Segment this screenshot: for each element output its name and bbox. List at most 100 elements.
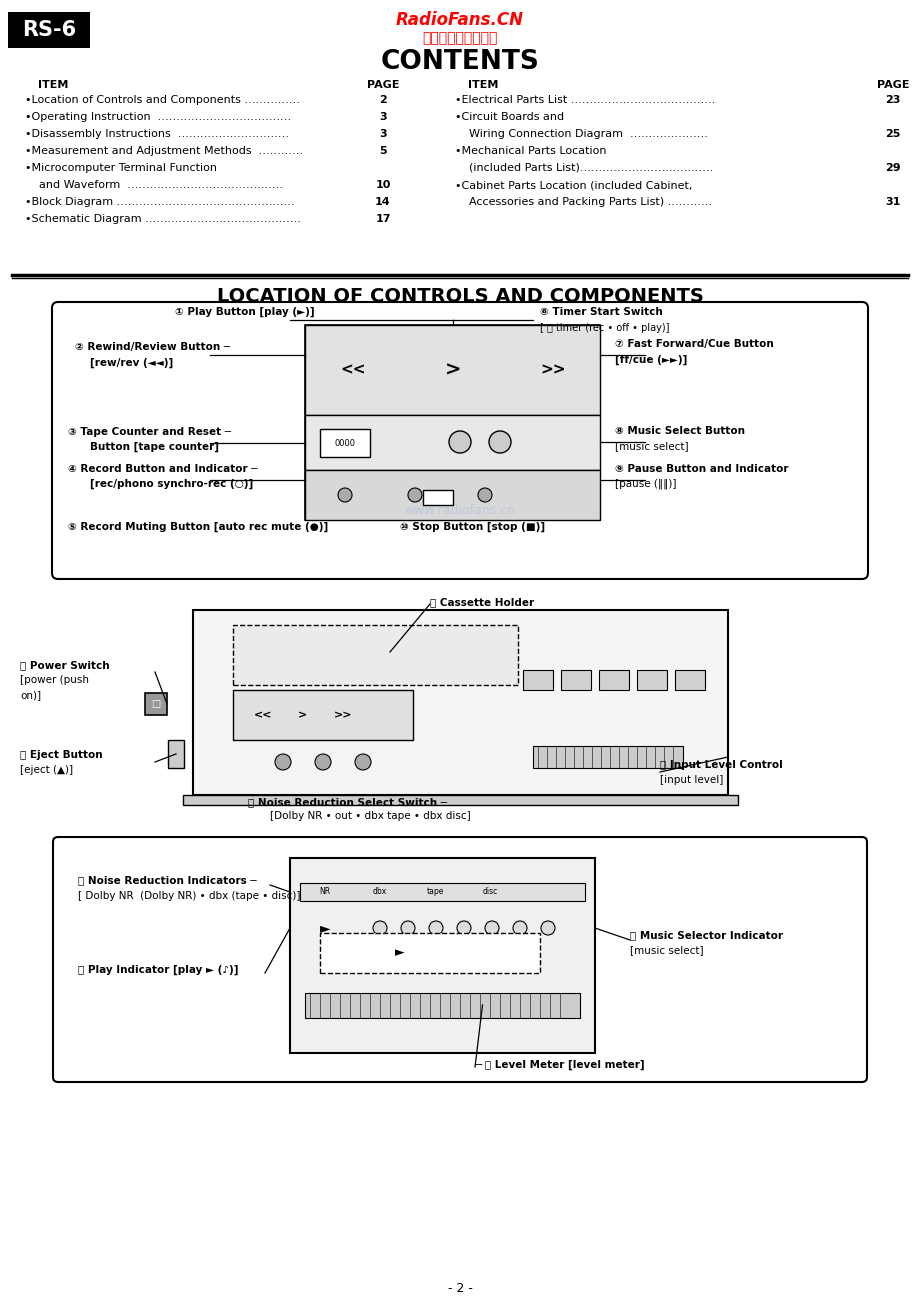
Text: 31: 31: [884, 198, 900, 207]
Text: PAGE: PAGE: [367, 81, 399, 90]
Text: •Operating Instruction  ………………………………: •Operating Instruction ………………………………: [25, 112, 290, 122]
Bar: [305, 325, 599, 415]
Bar: [423, 490, 452, 504]
Text: [input level]: [input level]: [659, 775, 722, 785]
Text: ITEM: ITEM: [468, 81, 498, 90]
Text: ⑶ Cassette Holder: ⑶ Cassette Holder: [429, 597, 534, 607]
Text: [ff/cue (►►)]: [ff/cue (►►)]: [614, 355, 686, 365]
Text: ►: ►: [395, 946, 404, 959]
Circle shape: [428, 920, 443, 935]
Circle shape: [401, 920, 414, 935]
Text: •Block Diagram …………………………………………: •Block Diagram …………………………………………: [25, 198, 294, 207]
Text: <<: <<: [340, 363, 366, 377]
Text: [ ⏲ timer (rec • off • play)]: [ ⏲ timer (rec • off • play)]: [539, 322, 669, 333]
Text: RS-6: RS-6: [22, 20, 76, 40]
Text: •Schematic Diagram ……………………………………: •Schematic Diagram ……………………………………: [25, 214, 301, 224]
Text: ⑥ Timer Start Switch: ⑥ Timer Start Switch: [539, 307, 662, 317]
Text: ITEM: ITEM: [38, 81, 68, 90]
Text: ⑬ Noise Reduction Select Switch ─: ⑬ Noise Reduction Select Switch ─: [248, 797, 447, 807]
Text: 3: 3: [379, 129, 386, 139]
Circle shape: [478, 488, 492, 502]
Circle shape: [448, 432, 471, 452]
Text: ⑬ Power Switch: ⑬ Power Switch: [20, 660, 109, 670]
Text: 23: 23: [884, 95, 900, 105]
Bar: [675, 670, 704, 690]
Bar: [561, 670, 590, 690]
Text: 收音机爱好者资料库: 收音机爱好者资料库: [422, 31, 497, 46]
Text: [music select]: [music select]: [630, 945, 703, 956]
Text: •Electrical Parts List …………………………………: •Electrical Parts List …………………………………: [455, 95, 715, 105]
Bar: [193, 610, 727, 796]
Text: [rew/rev (◄◄)]: [rew/rev (◄◄)]: [90, 358, 173, 368]
Text: NR: NR: [319, 888, 330, 897]
Text: PAGE: PAGE: [876, 81, 908, 90]
Text: Wiring Connection Diagram  …………………: Wiring Connection Diagram …………………: [455, 129, 707, 139]
Text: LOCATION OF CONTROLS AND COMPONENTS: LOCATION OF CONTROLS AND COMPONENTS: [216, 286, 703, 306]
Text: 17: 17: [375, 214, 391, 224]
Text: •Mechanical Parts Location: •Mechanical Parts Location: [455, 146, 606, 156]
Text: [Dolby NR • out • dbx tape • dbx disc]: [Dolby NR • out • dbx tape • dbx disc]: [269, 811, 471, 822]
Bar: [320, 933, 539, 972]
Text: [pause (‖‖)]: [pause (‖‖)]: [614, 478, 675, 489]
Text: ⑨ Pause Button and Indicator: ⑨ Pause Button and Indicator: [614, 464, 788, 474]
Circle shape: [489, 432, 510, 452]
Text: [power (push: [power (push: [20, 675, 89, 685]
Text: ►: ►: [319, 920, 330, 935]
Bar: [168, 740, 184, 768]
Circle shape: [337, 488, 352, 502]
Text: >: >: [298, 710, 307, 720]
Text: 0000: 0000: [335, 438, 355, 447]
Text: 25: 25: [884, 129, 900, 139]
Text: ⑱ Music Selector Indicator: ⑱ Music Selector Indicator: [630, 930, 782, 940]
Text: ② Rewind/Review Button ─: ② Rewind/Review Button ─: [75, 342, 230, 352]
Text: ⑰ Play Indicator [play ► (♪)]: ⑰ Play Indicator [play ► (♪)]: [78, 965, 238, 975]
Circle shape: [513, 920, 527, 935]
Circle shape: [484, 920, 498, 935]
Text: ① Play Button [play (►)]: ① Play Button [play (►)]: [175, 307, 314, 317]
Text: >>: >>: [539, 363, 565, 377]
Text: [eject (▲)]: [eject (▲)]: [20, 764, 73, 775]
Text: disc: disc: [482, 888, 497, 897]
Text: [rec/phono synchro-rec (○)]: [rec/phono synchro-rec (○)]: [90, 478, 253, 489]
Text: 10: 10: [375, 179, 391, 190]
Bar: [598, 670, 629, 690]
Text: •Microcomputer Terminal Function: •Microcomputer Terminal Function: [25, 162, 217, 173]
Text: •Disassembly Instructions  …………………………: •Disassembly Instructions …………………………: [25, 129, 289, 139]
Text: •Measurement and Adjustment Methods  …………: •Measurement and Adjustment Methods …………: [25, 146, 302, 156]
Text: dbx: dbx: [372, 888, 387, 897]
Bar: [300, 883, 584, 901]
FancyBboxPatch shape: [53, 837, 866, 1082]
Circle shape: [355, 754, 370, 770]
Text: ⑯ Noise Reduction Indicators ─: ⑯ Noise Reduction Indicators ─: [78, 875, 256, 885]
Bar: [305, 471, 599, 520]
Text: (included Parts List)………………………………: (included Parts List)………………………………: [455, 162, 712, 173]
Circle shape: [407, 488, 422, 502]
Bar: [636, 670, 666, 690]
Text: Button [tape counter]: Button [tape counter]: [90, 442, 219, 452]
Circle shape: [275, 754, 290, 770]
Text: 3: 3: [379, 112, 386, 122]
Bar: [532, 746, 682, 768]
Text: CONTENTS: CONTENTS: [380, 49, 539, 75]
Circle shape: [540, 920, 554, 935]
Bar: [233, 625, 517, 685]
Bar: [522, 670, 552, 690]
Text: <<: <<: [254, 710, 272, 720]
Bar: [289, 858, 595, 1053]
Text: Accessories and Packing Parts List) …………: Accessories and Packing Parts List) …………: [455, 198, 711, 207]
Text: □: □: [152, 699, 161, 709]
Text: and Waveform  ……………………………………: and Waveform ……………………………………: [25, 179, 283, 190]
Text: 2: 2: [379, 95, 387, 105]
Text: 14: 14: [375, 198, 391, 207]
Text: ⑦ Fast Forward/Cue Button: ⑦ Fast Forward/Cue Button: [614, 339, 773, 348]
Bar: [320, 429, 369, 458]
Text: •Cabinet Parts Location (included Cabinet,: •Cabinet Parts Location (included Cabine…: [455, 179, 692, 190]
Text: RadioFans.CN: RadioFans.CN: [395, 10, 524, 29]
Text: •Location of Controls and Components ……………: •Location of Controls and Components …………: [25, 95, 300, 105]
Circle shape: [372, 920, 387, 935]
Circle shape: [457, 920, 471, 935]
Bar: [305, 415, 599, 471]
Text: ⑩ Stop Button [stop (■)]: ⑩ Stop Button [stop (■)]: [400, 521, 545, 532]
Text: on)]: on)]: [20, 690, 41, 699]
Bar: [305, 993, 579, 1018]
